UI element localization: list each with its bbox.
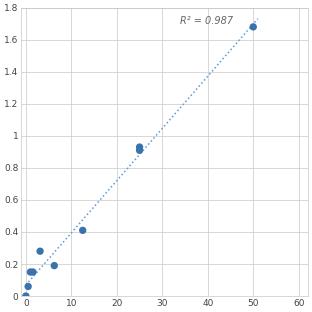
Point — [26, 284, 31, 289]
Point — [52, 263, 57, 268]
Point — [31, 270, 36, 275]
Point — [23, 294, 28, 299]
Point — [80, 228, 85, 233]
Point — [137, 148, 142, 153]
Point — [28, 270, 33, 275]
Text: R² = 0.987: R² = 0.987 — [181, 16, 234, 26]
Point — [37, 249, 42, 254]
Point — [137, 144, 142, 149]
Point — [251, 24, 256, 29]
